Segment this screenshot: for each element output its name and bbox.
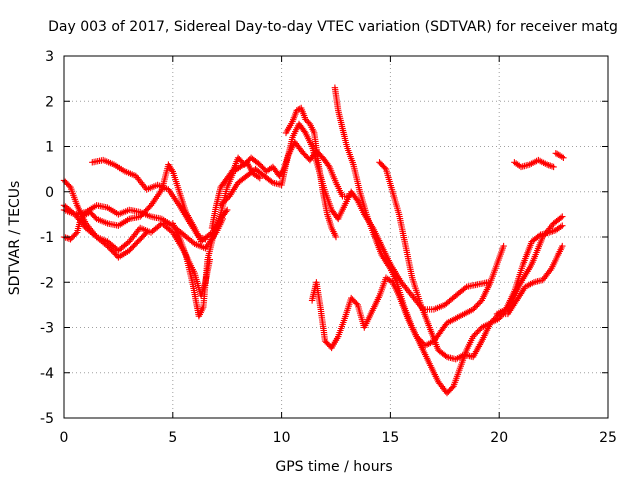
y-axis-label: SDTVAR / TECUs <box>7 181 23 296</box>
series-track-i <box>282 104 340 241</box>
data-series <box>60 84 567 397</box>
plus-markers <box>89 156 209 243</box>
plus-markers <box>217 120 492 313</box>
y-tick-label: -2 <box>40 275 54 291</box>
series-line <box>92 159 206 240</box>
y-tick-label: -5 <box>40 411 54 427</box>
x-axis-label: GPS time / hours <box>275 459 392 475</box>
series-track-e <box>89 156 209 243</box>
plus-markers <box>493 222 566 318</box>
plus-markers <box>376 159 566 363</box>
x-tick-label: 10 <box>273 430 291 446</box>
series-track-m <box>493 222 566 318</box>
plus-markers <box>169 159 263 320</box>
series-line <box>334 87 563 395</box>
x-tick-label: 20 <box>490 430 508 446</box>
y-tick-label: -4 <box>40 366 54 382</box>
series-track-n <box>511 156 557 171</box>
y-tick-label: 0 <box>45 185 54 201</box>
y-tick-label: 3 <box>45 49 54 65</box>
plus-markers <box>282 104 340 241</box>
chart-title: Day 003 of 2017, Sidereal Day-to-day VTE… <box>48 19 618 35</box>
y-tick-label: 1 <box>45 140 54 156</box>
series-line <box>220 122 489 310</box>
y-tick-label: -1 <box>40 230 54 246</box>
y-tick-label: 2 <box>45 94 54 110</box>
x-tick-label: 5 <box>168 430 177 446</box>
series-track-k <box>308 242 507 352</box>
axis-ticks: 0 5 10 15 20 25 -5 -4 -3 -2 -1 0 1 2 3 <box>40 49 617 446</box>
series-track-l <box>376 159 566 363</box>
x-tick-label: 15 <box>381 430 399 446</box>
plus-markers <box>552 150 567 161</box>
y-tick-label: -3 <box>40 321 54 337</box>
plus-markers <box>511 156 557 171</box>
plus-markers <box>308 242 507 352</box>
series-track-o <box>552 150 567 161</box>
x-tick-label: 0 <box>60 430 69 446</box>
series-line <box>172 161 261 319</box>
series-track-f <box>169 159 263 320</box>
series-track-h <box>217 120 492 313</box>
x-tick-label: 25 <box>599 430 617 446</box>
